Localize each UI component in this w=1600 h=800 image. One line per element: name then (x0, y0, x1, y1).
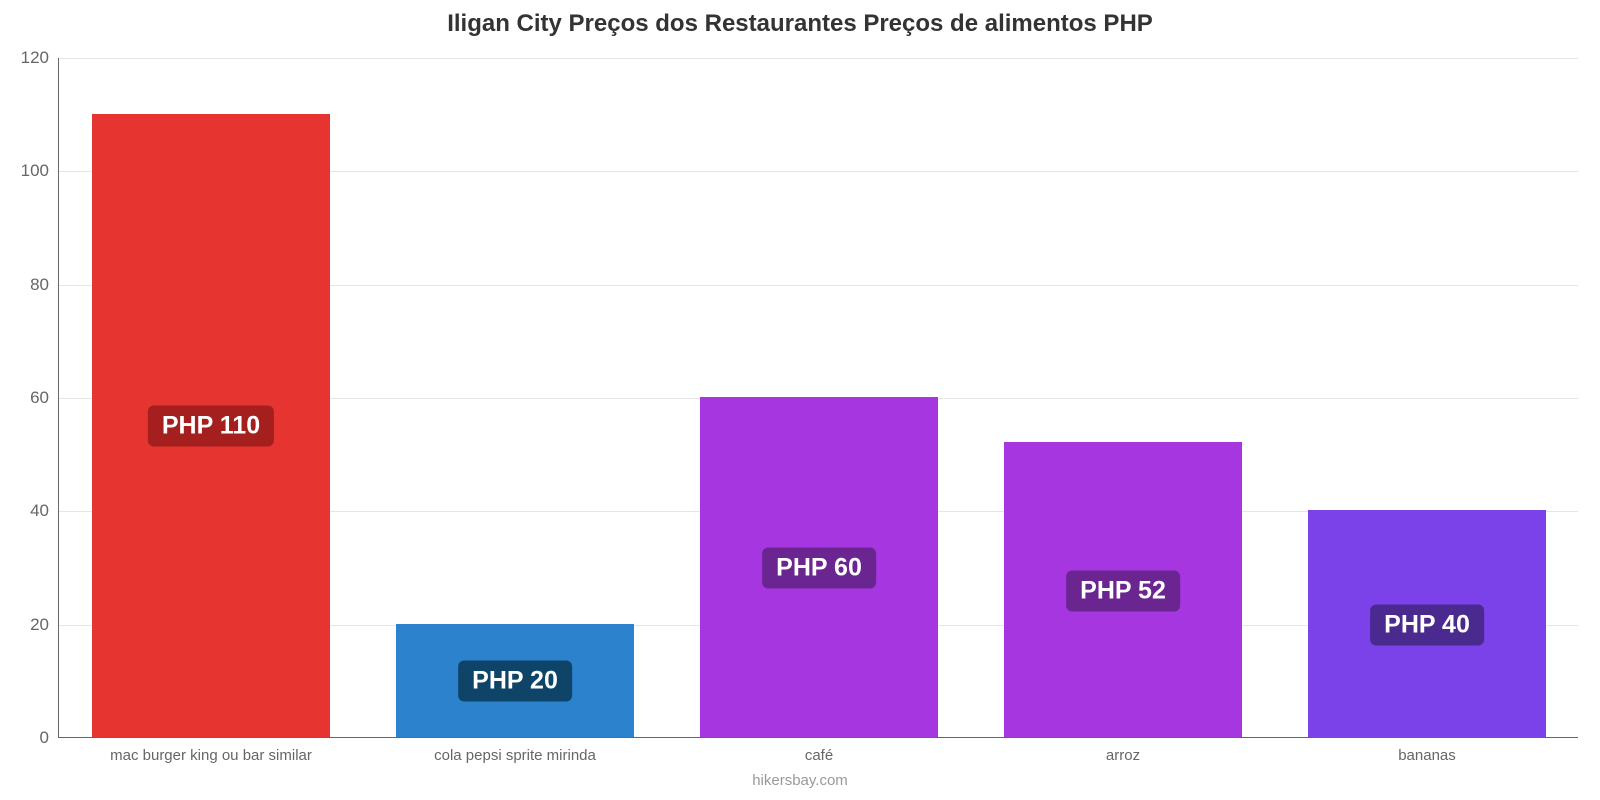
y-tick-label: 120 (21, 48, 59, 68)
y-tick-label: 0 (40, 728, 59, 748)
y-tick-label: 60 (30, 388, 59, 408)
plot-area: 020406080100120mac burger king ou bar si… (58, 58, 1578, 738)
value-label: PHP 52 (1066, 570, 1180, 611)
y-tick-label: 80 (30, 275, 59, 295)
y-tick-label: 20 (30, 615, 59, 635)
chart-title: Iligan City Preços dos Restaurantes Preç… (0, 10, 1600, 38)
y-tick-label: 40 (30, 501, 59, 521)
value-label: PHP 60 (762, 548, 876, 589)
x-tick-label: bananas (1398, 737, 1456, 764)
price-chart: Iligan City Preços dos Restaurantes Preç… (0, 0, 1600, 800)
gridline (59, 58, 1578, 59)
value-label: PHP 110 (148, 406, 274, 447)
chart-footer: hikersbay.com (0, 772, 1600, 789)
value-label: PHP 40 (1370, 604, 1484, 645)
x-tick-label: café (805, 737, 833, 764)
x-tick-label: arroz (1106, 737, 1140, 764)
value-label: PHP 20 (458, 661, 572, 702)
x-tick-label: mac burger king ou bar similar (110, 737, 312, 764)
x-tick-label: cola pepsi sprite mirinda (434, 737, 596, 764)
y-tick-label: 100 (21, 161, 59, 181)
